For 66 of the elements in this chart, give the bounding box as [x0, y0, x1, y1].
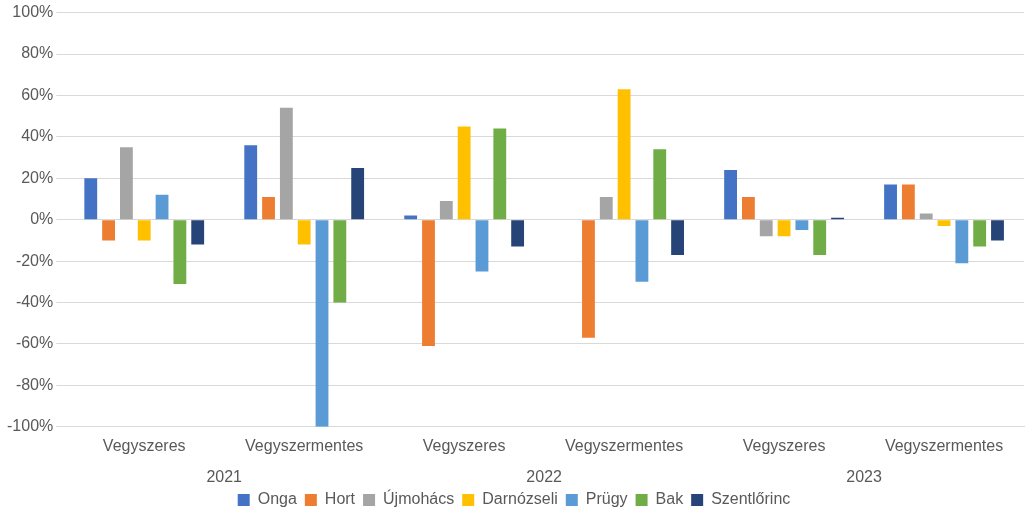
bar [795, 220, 809, 231]
legend-label: Darnózseli [482, 490, 558, 508]
y-tick-label: 80% [21, 44, 54, 62]
bar [493, 128, 507, 220]
legend-label: Bak [655, 490, 685, 508]
y-tick-label: -40% [15, 292, 54, 310]
y-tick-label: -80% [15, 375, 54, 393]
bar [155, 194, 169, 220]
bar [457, 126, 471, 220]
x-tick-label: Vegyszeres [422, 436, 506, 454]
bar [297, 220, 311, 245]
bar [759, 220, 773, 237]
bar [333, 220, 347, 303]
text: 2023 [846, 468, 882, 486]
legend-label: Onga [257, 490, 297, 508]
bar [955, 220, 969, 264]
bar [671, 220, 684, 255]
bar [937, 220, 951, 226]
y-tick-label: 60% [21, 85, 54, 103]
bar [901, 184, 915, 220]
bar [582, 220, 595, 338]
x-tick-label: Vegyszermentes [245, 436, 364, 454]
bar [599, 196, 613, 220]
legend-label: Szentlőrinc [711, 490, 791, 508]
text: 2021 [206, 468, 243, 486]
bar [84, 178, 98, 220]
bar [884, 184, 897, 220]
y-tick-label: -20% [15, 251, 54, 269]
bar [635, 220, 649, 282]
bar [173, 220, 187, 284]
bar [991, 220, 1004, 241]
bar [351, 167, 365, 220]
y-tick-label: 20% [21, 168, 54, 186]
bar [102, 220, 115, 241]
bar [422, 220, 435, 347]
legend-label: Hort [324, 490, 356, 508]
y-tick-label: -60% [15, 334, 54, 352]
y-tick-label: 100% [12, 3, 54, 21]
bar [244, 145, 258, 220]
x-tick-label: Vegyszermentes [884, 436, 1004, 454]
bar [439, 201, 453, 220]
bar [511, 220, 525, 247]
x-tick-label: Vegyszeres [742, 436, 826, 454]
x-tick-label: Vegyszermentes [564, 436, 684, 454]
bar [724, 170, 738, 220]
bar [475, 220, 489, 272]
bar [919, 213, 933, 220]
legend-label: Prügy [585, 490, 628, 508]
bar [315, 220, 329, 427]
bar [653, 149, 667, 220]
y-tick-label: 0% [30, 210, 54, 228]
bar [119, 147, 133, 220]
bar [262, 196, 275, 220]
bar [973, 220, 987, 247]
bar [813, 220, 827, 255]
bar [137, 220, 151, 241]
y-tick-label: 40% [21, 127, 54, 145]
bar [279, 107, 293, 220]
text: 2022 [526, 468, 563, 486]
bar [191, 220, 205, 245]
bar [742, 196, 755, 220]
x-tick-label: Vegyszeres [102, 436, 186, 454]
legend-label: Újmohács [383, 489, 455, 508]
bar [777, 220, 791, 237]
bar [617, 89, 631, 220]
y-tick-label: -100% [7, 417, 54, 435]
